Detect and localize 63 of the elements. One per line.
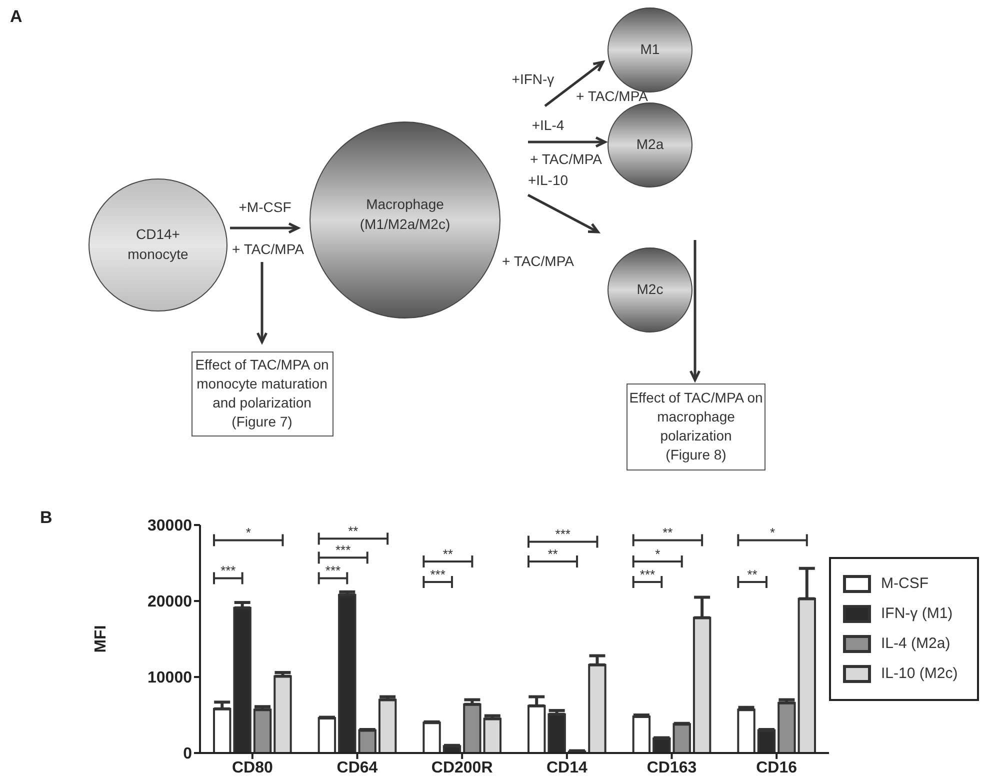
- x-tick-label: CD14: [546, 759, 588, 776]
- y-axis-title: MFI: [92, 625, 110, 653]
- y-tick-label: 30000: [148, 518, 192, 535]
- bar: [318, 717, 336, 753]
- bar: [358, 729, 376, 753]
- annotation: **: [348, 524, 358, 539]
- bar: [632, 716, 651, 753]
- y-tick-label: 0: [183, 746, 192, 763]
- text: M1: [640, 40, 660, 57]
- x-tick-label: CD80: [232, 759, 273, 776]
- annotation: ***: [325, 563, 341, 578]
- text: +IFN-γ: [512, 70, 554, 87]
- bar: [378, 698, 397, 753]
- text: + TAC/MPA: [530, 150, 603, 167]
- legend-label: M-CSF: [881, 574, 928, 594]
- text: A: [10, 7, 22, 26]
- x-tick-label: CD163: [646, 759, 697, 776]
- x-tick-label: CD16: [756, 759, 798, 776]
- x-tick-label: CD64: [336, 759, 378, 776]
- y-tick-label: 20000: [148, 594, 192, 611]
- bar: [737, 708, 756, 753]
- legend-label: IL-10 (M2c): [881, 664, 958, 684]
- annotation: **: [747, 567, 758, 582]
- annotation: ***: [430, 567, 446, 582]
- bar: [692, 616, 712, 753]
- annotation: *: [655, 546, 660, 562]
- text: + TAC/MPA: [232, 240, 305, 257]
- text: +M-CSF: [238, 198, 292, 215]
- bar: [588, 664, 606, 753]
- annotation: ***: [220, 563, 236, 578]
- text: B: [40, 508, 52, 528]
- bar: [274, 675, 292, 753]
- text: Effect of TAC/MPA on macrophage polarization (Figure 8): [629, 389, 763, 462]
- text: CD14+ monocyte: [128, 226, 189, 262]
- bar: [463, 703, 482, 753]
- text: Macrophage (M1/M2a/M2c): [360, 196, 450, 232]
- bar: [422, 722, 441, 753]
- x-tick-label: CD200R: [431, 759, 494, 776]
- annotation: **: [662, 525, 673, 540]
- annotation: ***: [640, 567, 656, 582]
- legend-label: IL-4 (M2a): [881, 634, 950, 654]
- bar: [778, 702, 796, 753]
- bar: [253, 708, 272, 753]
- bar: [483, 718, 502, 753]
- text: + TAC/MPA: [502, 252, 575, 269]
- y-tick-label: 10000: [148, 670, 192, 687]
- annotation: ***: [336, 542, 351, 558]
- annotation: *: [246, 525, 251, 540]
- bar: [528, 704, 546, 753]
- text: +IL-10: [528, 172, 568, 188]
- text: + TAC/MPA: [576, 88, 649, 104]
- bar: [213, 708, 232, 753]
- bar: [672, 723, 691, 753]
- annotation: **: [442, 546, 453, 562]
- annotation: *: [770, 525, 776, 540]
- annotation: **: [548, 546, 558, 562]
- annotation: ***: [555, 526, 570, 542]
- bar: [798, 598, 816, 753]
- text: +IL-4: [532, 116, 564, 133]
- text: M2c: [636, 280, 664, 297]
- text: M2a: [636, 136, 664, 152]
- text: Effect of TAC/MPA on monocyte maturation and polarization (Figure 7): [195, 356, 329, 430]
- legend-label: IFN-γ (M1): [881, 604, 953, 624]
